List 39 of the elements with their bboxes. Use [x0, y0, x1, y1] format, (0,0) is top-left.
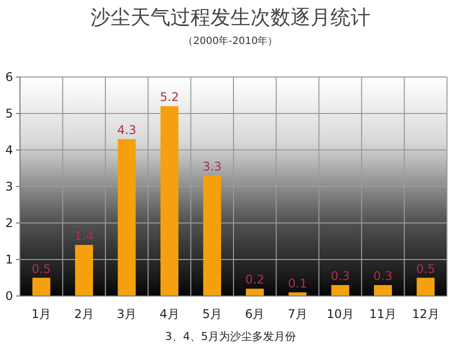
y-tick-label: 5: [5, 106, 13, 121]
y-tick-label: 2: [5, 216, 13, 230]
y-tick-label: 4: [5, 143, 13, 158]
bar: [416, 278, 435, 296]
y-tick-label: 0: [5, 289, 13, 304]
data-label: 0.5: [32, 262, 51, 276]
data-label: 0.1: [288, 276, 308, 290]
x-tick-label: 11月: [369, 307, 397, 321]
data-label: 0.3: [330, 269, 350, 284]
bar: [374, 285, 392, 296]
bar: [118, 139, 136, 296]
bar: [160, 106, 178, 296]
data-label: 1.4: [74, 228, 94, 243]
chart-subtitle: （2000年-2010年）: [183, 35, 278, 47]
x-tick-label: 6月: [245, 307, 265, 321]
data-label: 3.3: [202, 160, 222, 174]
x-tick-label: 2月: [74, 307, 94, 321]
bar: [331, 285, 350, 296]
bar: [75, 244, 94, 296]
y-tick-label: 1: [5, 252, 13, 267]
text: 3、4、5月为沙尘多发月份: [165, 330, 296, 343]
y-tick-label: 6: [5, 70, 13, 84]
y-tick-label: 3: [5, 180, 13, 194]
bar: [203, 176, 222, 296]
bar: [32, 278, 50, 296]
x-tick-label: 12月: [412, 307, 440, 321]
x-tick-label: 7月: [288, 307, 308, 321]
chart-title: 沙尘天气过程发生次数逐月统计: [90, 5, 370, 29]
data-label: 5.2: [160, 90, 179, 104]
data-label: 0.5: [416, 262, 436, 276]
data-label: 0.3: [373, 269, 392, 284]
x-tick-label: 3月: [116, 307, 137, 321]
data-label: 0.2: [245, 272, 264, 287]
data-label: 4.3: [117, 123, 136, 138]
x-tick-label: 1月: [32, 307, 52, 321]
x-tick-label: 4月: [160, 307, 180, 321]
x-tick-label: 5月: [202, 307, 222, 321]
x-tick-label: 10月: [326, 307, 354, 321]
bar: [246, 288, 264, 296]
